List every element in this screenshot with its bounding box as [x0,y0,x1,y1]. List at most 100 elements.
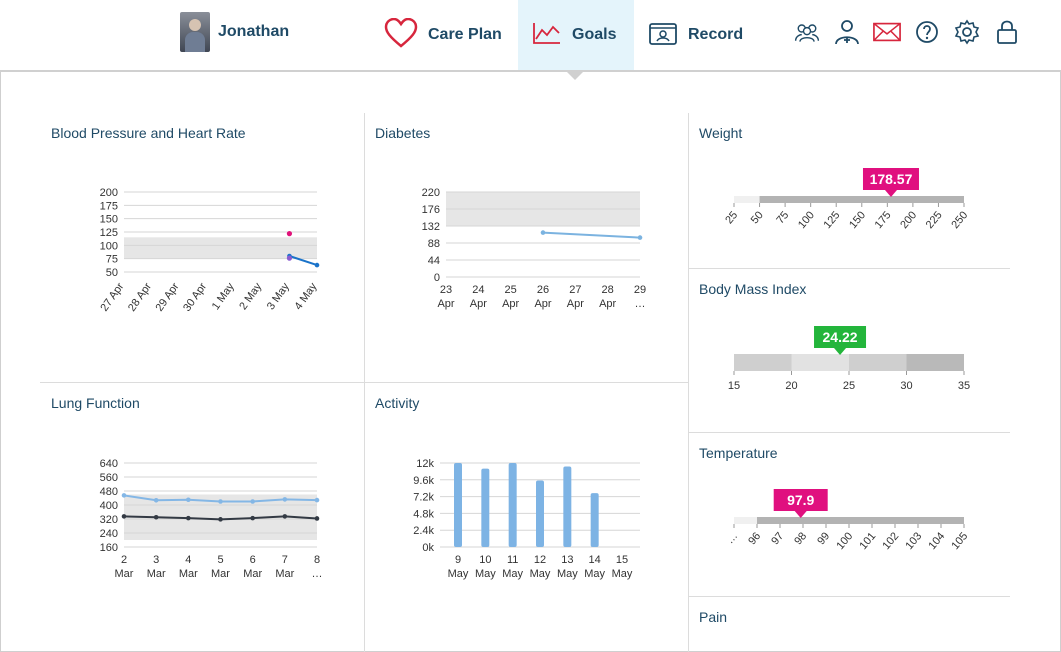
y-tick-label: 88 [428,238,440,250]
doctor-icon[interactable] [833,18,861,46]
y-tick-label: 640 [100,458,118,470]
x-tick-label: May [557,568,578,580]
y-tick-label: 175 [100,200,118,212]
activity-bar [481,468,490,547]
y-tick-label: 2.4k [413,525,434,537]
y-tick-label: 44 [428,255,440,267]
x-tick-label: 4 [185,554,191,566]
mail-icon[interactable] [873,18,901,46]
divider [40,382,688,383]
x-tick-label: 29 [634,284,646,296]
y-tick-label: 480 [100,486,118,498]
x-tick-label: 10 [479,554,491,566]
gauge-value-pointer [884,190,897,197]
gauge-tick-label: 75 [774,209,791,226]
data-point [250,499,255,504]
x-tick-label: 27 Apr [98,281,126,314]
bmi-gauge[interactable]: 15 20 25 30 35 24.22 [720,322,980,402]
gear-icon[interactable] [953,18,981,46]
gauge-tick-label: 50 [749,209,766,226]
gauge-tick-label: 25 [723,209,740,226]
gauge-tick-label: 30 [900,380,912,392]
gauge-tick-label: 25 [843,380,855,392]
data-point [282,497,288,502]
help-icon[interactable] [913,18,941,46]
gauge-tick-label: 125 [822,209,843,231]
user-name: Jonathan [218,23,290,40]
x-tick-label: 27 [569,284,581,296]
x-tick-label: May [584,568,605,580]
card-title-bp[interactable]: Blood Pressure and Heart Rate [51,125,246,141]
y-tick-label: 75 [106,254,118,266]
diabetes-chart[interactable]: 220 176 132 88 44 023 Apr 24 Apr 25 Apr 26 Apr 27 Apr 2… [400,182,660,322]
y-tick-label: 200 [100,187,118,199]
gauge-tick-label: 100 [834,530,855,552]
group-icon[interactable] [793,18,821,46]
y-tick-label: 0k [422,542,434,554]
y-tick-label: 100 [100,240,118,252]
nav-record[interactable]: Record [634,0,757,70]
avatar[interactable] [180,12,210,52]
card-title-lung[interactable]: Lung Function [51,395,140,411]
heart-icon [384,17,418,53]
x-tick-label: 24 [472,284,484,296]
activity-bar [454,463,462,547]
card-title-bmi[interactable]: Body Mass Index [699,281,807,297]
data-point [540,230,546,235]
x-tick-label: May [530,568,551,580]
trend-chart-icon [532,21,562,50]
activity-chart[interactable]: 12k 9.6k 7.2k 4.8k 2.4k 0k 9 May 10 May 11 May 12 May… [400,452,660,592]
x-tick-label: 11 [507,554,518,566]
data-point [153,514,159,520]
data-point [153,497,159,503]
data-point [121,514,127,519]
gauge-tick-label: 103 [903,530,924,552]
x-tick-label: 1 May [210,280,237,312]
x-tick-label: May [502,568,523,580]
card-title-activity[interactable]: Activity [375,395,420,411]
x-tick-label: Mar [115,568,134,580]
x-tick-label: 3 [153,554,159,566]
gauge-fill [757,517,964,524]
x-tick-label: 13 [561,554,573,566]
x-tick-label: 15 [616,554,628,566]
user-profile[interactable]: Jonathan [180,12,289,52]
x-tick-label: 12 [534,554,546,566]
data-point [186,497,191,503]
x-tick-label: … [312,568,323,580]
nav-goals-label: Goals [572,26,617,43]
nav-care-plan[interactable]: Care Plan [370,0,516,70]
weight-gauge[interactable]: 25 50 75 100 125 150 175 200 225 250 178.57 [720,165,980,245]
gauge-tick-label: 225 [924,209,945,231]
activity-bar [590,493,599,547]
gauge-value-badge [814,326,867,348]
temperature-gauge[interactable]: … 96 97 98 99 100 101 102 103 104 105 97.9 [720,487,980,567]
gauge-tick-label: 150 [847,209,868,231]
card-title-diabetes[interactable]: Diabetes [375,125,431,141]
x-tick-label: Mar [211,568,230,580]
divider [688,113,689,652]
y-tick-label: 320 [100,514,118,526]
data-point [637,235,643,240]
gauge-tick-label: 98 [792,530,809,547]
gauge-tick-label: 101 [857,530,878,552]
x-tick-label: 9 [455,554,461,566]
x-tick-label: 14 [589,554,601,566]
x-tick-label: Mar [179,568,198,580]
data-point [250,515,255,521]
data-point [286,231,293,237]
x-tick-label: 3 May [265,280,292,312]
card-title-pain[interactable]: Pain [699,609,728,625]
y-tick-label: 160 [100,542,118,554]
lock-icon[interactable] [993,18,1021,46]
card-title-temperature[interactable]: Temperature [699,445,778,461]
data-point [286,255,293,261]
gauge-tick-label: 96 [746,530,763,547]
data-point [121,493,127,498]
activity-bar [563,466,572,547]
card-title-weight[interactable]: Weight [699,125,743,141]
nav-goals[interactable]: Goals [518,0,634,70]
gauge-segment [791,354,849,371]
